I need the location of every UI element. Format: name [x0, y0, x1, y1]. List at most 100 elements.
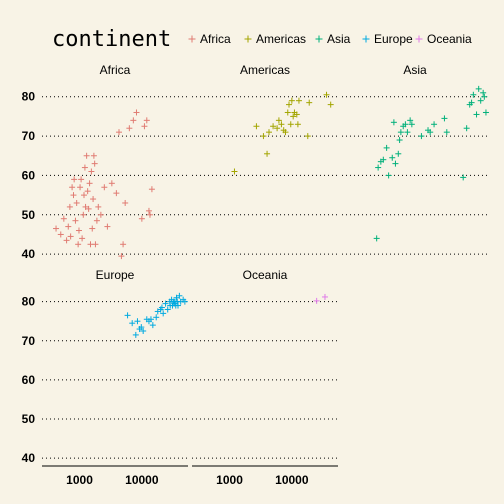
data-point	[293, 111, 300, 118]
data-point	[468, 99, 475, 106]
data-point	[130, 117, 137, 124]
legend-label: Europe	[374, 32, 413, 46]
panel-europe: Europe 40 50 60 70 80 1000 10000	[22, 268, 188, 487]
data-point	[160, 310, 167, 317]
legend-item-africa: Africa	[188, 32, 231, 46]
data-point	[288, 97, 295, 104]
data-point	[431, 121, 438, 128]
data-point	[132, 331, 139, 338]
data-point	[463, 125, 470, 132]
panel-title: Europe	[96, 268, 135, 282]
data-point	[270, 123, 277, 130]
legend-item-americas: Americas	[244, 32, 306, 46]
data-point	[253, 123, 260, 130]
data-point	[383, 144, 390, 151]
y-tick-label: 60	[22, 373, 36, 387]
legend-label: Americas	[256, 32, 306, 46]
data-point	[57, 231, 64, 238]
data-point	[402, 121, 409, 128]
data-point	[133, 109, 140, 116]
data-point	[53, 225, 60, 232]
panel-title: Oceania	[243, 268, 288, 282]
data-point	[143, 117, 150, 124]
data-point	[282, 129, 289, 136]
data-point	[275, 117, 282, 124]
data-point	[60, 215, 67, 222]
data-point	[323, 91, 330, 98]
data-point	[404, 129, 411, 136]
legend-item-oceania: Oceania	[415, 32, 472, 46]
data-point	[73, 199, 80, 206]
data-point	[141, 123, 148, 130]
data-point	[149, 322, 156, 329]
data-point	[146, 211, 153, 218]
data-point	[101, 184, 108, 191]
data-point	[79, 235, 86, 242]
data-point	[89, 225, 96, 232]
legend-label: Africa	[200, 32, 231, 46]
data-point	[260, 133, 267, 140]
data-point	[395, 150, 402, 157]
data-point	[407, 117, 414, 124]
data-point	[75, 227, 82, 234]
data-point	[129, 320, 136, 327]
data-point	[181, 298, 188, 305]
data-point	[140, 328, 147, 334]
x-tick-label: 1000	[216, 473, 243, 487]
panel-oceania: Oceania 1000 10000	[192, 268, 338, 487]
y-tick-label: 40	[22, 451, 36, 465]
data-point	[294, 121, 301, 128]
data-point	[286, 101, 293, 108]
data-point	[287, 121, 294, 128]
data-point	[66, 203, 73, 210]
data-point	[97, 211, 104, 218]
panel-title: Americas	[240, 63, 290, 77]
data-point	[81, 164, 88, 171]
data-point	[390, 119, 397, 126]
data-point	[375, 164, 382, 171]
data-point	[373, 235, 380, 242]
data-point	[90, 152, 97, 159]
data-point	[290, 113, 297, 120]
data-point	[122, 199, 129, 206]
data-point	[473, 111, 480, 118]
data-point	[392, 160, 399, 167]
data-point	[83, 152, 90, 159]
data-point	[91, 160, 98, 167]
y-tick-label: 60	[22, 168, 36, 182]
data-point	[145, 207, 152, 214]
data-point	[63, 237, 70, 244]
data-point	[418, 133, 425, 140]
data-point	[321, 293, 328, 300]
data-point	[162, 300, 169, 307]
data-point	[460, 174, 467, 181]
data-point	[77, 184, 84, 191]
legend-item-europe: Europe	[362, 32, 413, 46]
panel-asia: Asia	[342, 63, 489, 255]
y-tick-label: 40	[22, 247, 36, 261]
data-point	[176, 292, 183, 299]
data-point	[116, 129, 123, 136]
data-point	[482, 109, 489, 116]
data-point	[104, 223, 111, 230]
panel-title: Africa	[100, 63, 131, 77]
data-point	[90, 196, 97, 203]
legend-title: continent	[52, 27, 171, 52]
data-point	[138, 215, 145, 222]
data-point	[477, 97, 484, 104]
data-point	[304, 133, 311, 140]
data-point	[397, 129, 404, 136]
legend-label: Oceania	[427, 32, 472, 46]
data-point	[408, 121, 415, 128]
x-tick-label: 10000	[125, 473, 159, 487]
data-point	[71, 176, 78, 183]
data-point	[470, 91, 477, 98]
data-point	[306, 99, 313, 106]
data-point	[88, 168, 95, 175]
data-point	[113, 190, 120, 197]
y-tick-label: 80	[22, 295, 36, 309]
y-tick-label: 80	[22, 90, 36, 104]
data-point	[67, 233, 74, 240]
legend: continent Africa Americas Asia Europe Oceani…	[52, 27, 472, 52]
